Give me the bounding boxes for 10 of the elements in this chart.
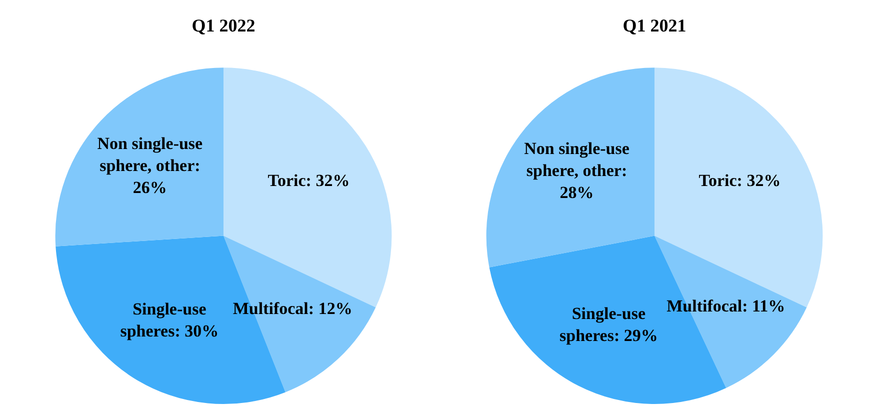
slice-label: Single-use spheres: 29%	[559, 304, 658, 346]
slice-label: Multifocal: 11%	[666, 296, 786, 316]
slice-label: Non single-use sphere, other: 28%	[524, 138, 630, 202]
chart-title: Q1 2022	[192, 15, 256, 36]
slice-label: Toric: 32%	[698, 171, 781, 190]
slice-label: Non single-use sphere, other: 26%	[97, 134, 204, 198]
slice-label: Multifocal: 12%	[232, 298, 352, 318]
chart-title: Q1 2021	[622, 15, 686, 36]
slice-label: Single-use spheres: 30%	[120, 299, 219, 340]
slice-label: Toric: 32%	[268, 171, 350, 190]
